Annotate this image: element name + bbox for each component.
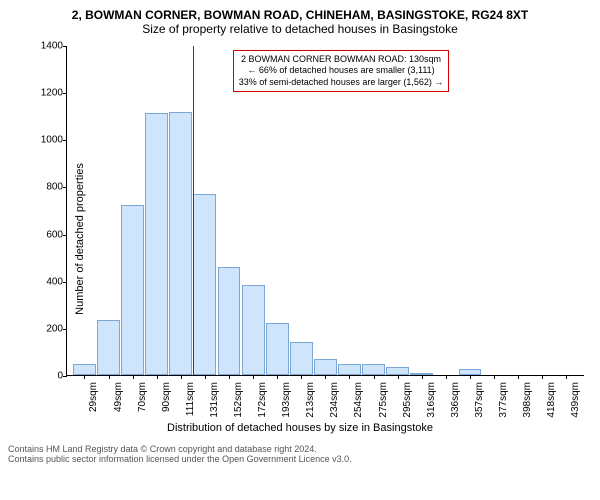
x-tick-mark — [446, 375, 447, 379]
y-tick-label: 1400 — [31, 41, 63, 52]
y-tick-label: 1000 — [31, 135, 63, 146]
x-tick-label: 316sqm — [426, 382, 437, 418]
y-tick-mark — [63, 46, 67, 47]
info-line-1: 2 BOWMAN CORNER BOWMAN ROAD: 130sqm — [239, 54, 444, 65]
x-tick-mark — [398, 375, 399, 379]
x-tick-label: 254sqm — [353, 382, 364, 418]
page-subtitle: Size of property relative to detached ho… — [8, 22, 592, 36]
x-tick-mark — [84, 375, 85, 379]
x-tick-label: 295sqm — [402, 382, 413, 418]
y-tick-mark — [63, 140, 67, 141]
x-tick-label: 172sqm — [257, 382, 268, 418]
x-tick-label: 193sqm — [281, 382, 292, 418]
x-tick-mark — [349, 375, 350, 379]
x-tick-mark — [422, 375, 423, 379]
bars-layer — [67, 46, 584, 375]
x-tick-mark — [542, 375, 543, 379]
x-tick-mark — [374, 375, 375, 379]
x-tick-mark — [494, 375, 495, 379]
histogram-bar — [386, 367, 409, 375]
histogram-bar — [218, 267, 241, 375]
x-tick-label: 152sqm — [233, 382, 244, 418]
x-tick-mark — [470, 375, 471, 379]
y-tick-mark — [63, 235, 67, 236]
x-tick-label: 275sqm — [378, 382, 389, 418]
histogram-bar — [169, 112, 192, 375]
x-tick-mark — [205, 375, 206, 379]
histogram-bar — [121, 205, 144, 375]
x-axis-label: Distribution of detached houses by size … — [8, 422, 592, 434]
info-box: 2 BOWMAN CORNER BOWMAN ROAD: 130sqm ← 66… — [233, 50, 450, 92]
x-tick-label: 336sqm — [450, 382, 461, 418]
x-tick-mark — [277, 375, 278, 379]
histogram-bar — [145, 113, 168, 375]
histogram-bar — [266, 323, 289, 375]
histogram-bar — [338, 364, 361, 375]
y-tick-label: 1200 — [31, 88, 63, 99]
y-tick-label: 600 — [31, 229, 63, 240]
histogram-bar — [193, 194, 216, 376]
x-tick-mark — [109, 375, 110, 379]
histogram-bar — [97, 320, 120, 375]
y-tick-label: 0 — [31, 371, 63, 382]
y-tick-mark — [63, 282, 67, 283]
x-tick-label: 418sqm — [546, 382, 557, 418]
x-tick-mark — [301, 375, 302, 379]
x-tick-mark — [133, 375, 134, 379]
x-tick-mark — [157, 375, 158, 379]
y-tick-mark — [63, 329, 67, 330]
x-tick-label: 234sqm — [329, 382, 340, 418]
x-tick-mark — [518, 375, 519, 379]
y-tick-mark — [63, 187, 67, 188]
x-tick-label: 111sqm — [185, 382, 196, 416]
info-line-3: 33% of semi-detached houses are larger (… — [239, 77, 444, 88]
y-tick-mark — [63, 376, 67, 377]
x-tick-label: 49sqm — [113, 382, 124, 412]
histogram-bar — [314, 359, 337, 376]
copyright-line-1: Contains HM Land Registry data © Crown c… — [8, 444, 592, 454]
plot-area: 2 BOWMAN CORNER BOWMAN ROAD: 130sqm ← 66… — [66, 46, 584, 376]
x-tick-label: 213sqm — [305, 382, 316, 418]
chart-container: 2, BOWMAN CORNER, BOWMAN ROAD, CHINEHAM,… — [0, 0, 600, 500]
histogram-bar — [73, 364, 96, 375]
x-tick-label: 131sqm — [209, 382, 220, 418]
histogram-bar — [290, 342, 313, 375]
y-tick-label: 800 — [31, 182, 63, 193]
chart-area: Number of detached properties 2 BOWMAN C… — [8, 40, 592, 438]
y-tick-label: 200 — [31, 323, 63, 334]
footer: Contains HM Land Registry data © Crown c… — [8, 444, 592, 464]
y-tick-label: 400 — [31, 276, 63, 287]
x-tick-mark — [566, 375, 567, 379]
x-tick-mark — [181, 375, 182, 379]
x-tick-label: 377sqm — [498, 382, 509, 418]
x-tick-label: 439sqm — [570, 382, 581, 418]
reference-line — [193, 46, 194, 375]
x-tick-mark — [253, 375, 254, 379]
copyright-line-2: Contains public sector information licen… — [8, 454, 592, 464]
x-tick-label: 357sqm — [474, 382, 485, 418]
x-tick-label: 70sqm — [137, 382, 148, 412]
y-tick-mark — [63, 93, 67, 94]
page-title: 2, BOWMAN CORNER, BOWMAN ROAD, CHINEHAM,… — [8, 8, 592, 22]
info-line-2: ← 66% of detached houses are smaller (3,… — [239, 65, 444, 76]
x-tick-label: 398sqm — [522, 382, 533, 418]
x-tick-mark — [325, 375, 326, 379]
histogram-bar — [362, 364, 385, 375]
x-tick-label: 90sqm — [161, 382, 172, 412]
x-tick-label: 29sqm — [88, 382, 99, 412]
histogram-bar — [242, 285, 265, 375]
x-tick-mark — [229, 375, 230, 379]
